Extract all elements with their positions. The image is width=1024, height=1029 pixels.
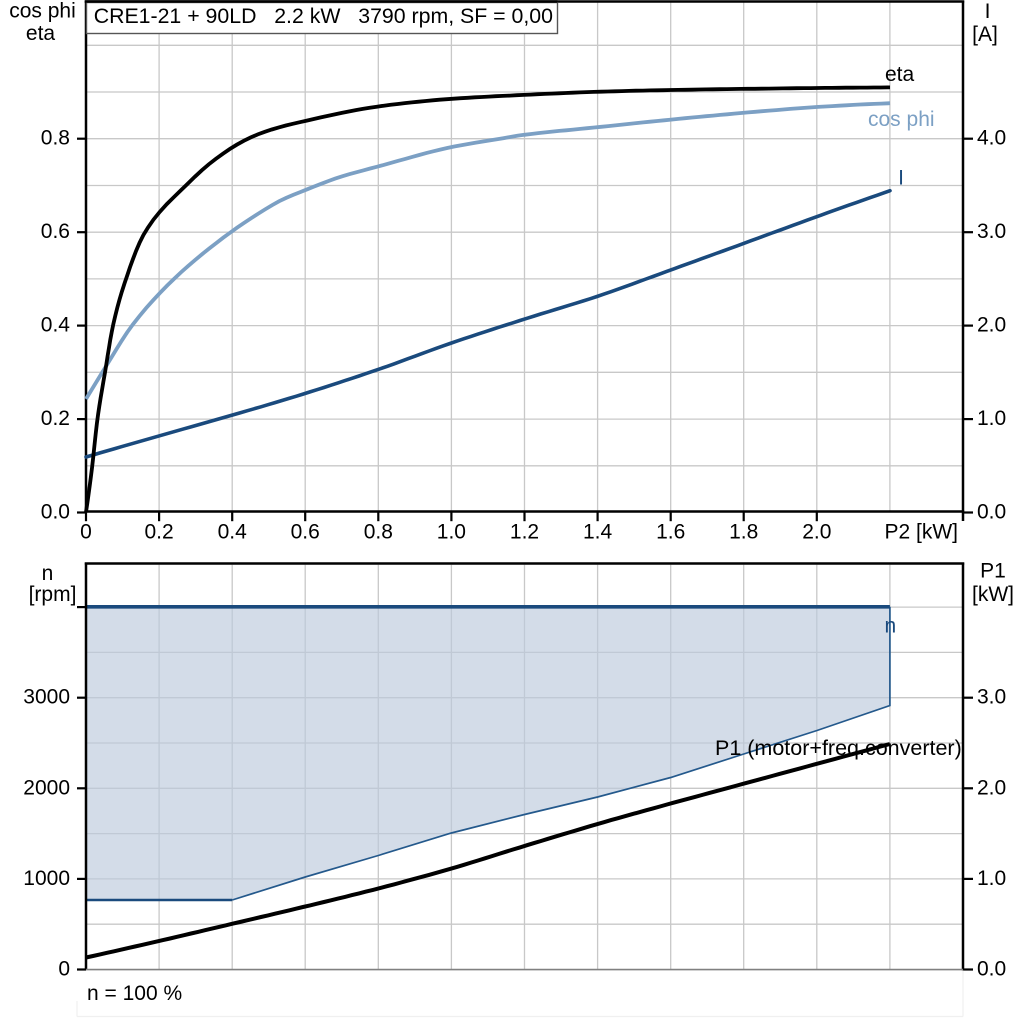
svg-text:0: 0	[58, 958, 70, 981]
svg-text:I: I	[985, 0, 991, 23]
svg-text:1.6: 1.6	[656, 521, 685, 544]
svg-text:2.0: 2.0	[802, 521, 831, 544]
svg-text:n: n	[42, 562, 54, 585]
svg-text:1.2: 1.2	[510, 521, 539, 544]
svg-text:0.0: 0.0	[41, 501, 70, 524]
svg-text:1.0: 1.0	[977, 867, 1006, 890]
svg-text:1.8: 1.8	[729, 521, 758, 544]
svg-text:0.2: 0.2	[41, 407, 70, 430]
svg-text:1.0: 1.0	[437, 521, 466, 544]
svg-text:n: n	[885, 615, 897, 638]
svg-text:eta: eta	[26, 22, 56, 45]
svg-text:n = 100 %: n = 100 %	[87, 982, 182, 1005]
svg-text:0.8: 0.8	[41, 127, 70, 150]
svg-text:0.0: 0.0	[977, 501, 1006, 524]
svg-text:3000: 3000	[23, 686, 70, 709]
svg-text:0.8: 0.8	[364, 521, 393, 544]
svg-text:2.0: 2.0	[977, 776, 1006, 799]
svg-text:P1: P1	[980, 560, 1006, 583]
svg-text:2000: 2000	[23, 776, 70, 799]
svg-text:eta: eta	[885, 63, 915, 86]
svg-text:I: I	[898, 166, 904, 189]
svg-text:3.0: 3.0	[977, 686, 1006, 709]
svg-text:cos phi: cos phi	[9, 0, 76, 23]
svg-text:0.6: 0.6	[41, 220, 70, 243]
svg-text:cos phi: cos phi	[868, 108, 935, 131]
svg-text:0.4: 0.4	[218, 521, 248, 544]
svg-text:[rpm]: [rpm]	[29, 583, 77, 606]
svg-text:0.6: 0.6	[291, 521, 320, 544]
svg-text:0: 0	[80, 521, 92, 544]
svg-text:CRE1-21 + 90LD 2.2 kW 3790: CRE1-21 + 90LD 2.2 kW 3790 rpm, SF = 0,0…	[94, 4, 553, 28]
svg-text:P2 [kW]: P2 [kW]	[884, 521, 958, 544]
svg-text:1000: 1000	[23, 867, 70, 890]
svg-text:[A]: [A]	[972, 23, 998, 46]
svg-text:1.0: 1.0	[977, 407, 1006, 430]
svg-text:P1 (motor+freq.converter): P1 (motor+freq.converter)	[715, 736, 962, 760]
svg-text:0.0: 0.0	[977, 958, 1006, 981]
svg-text:4.0: 4.0	[977, 127, 1006, 150]
svg-text:1.4: 1.4	[583, 521, 613, 544]
svg-text:2.0: 2.0	[977, 314, 1006, 337]
svg-text:0.2: 0.2	[144, 521, 173, 544]
svg-text:0.4: 0.4	[41, 314, 71, 337]
svg-text:[kW]: [kW]	[972, 583, 1014, 606]
svg-text:3.0: 3.0	[977, 220, 1006, 243]
